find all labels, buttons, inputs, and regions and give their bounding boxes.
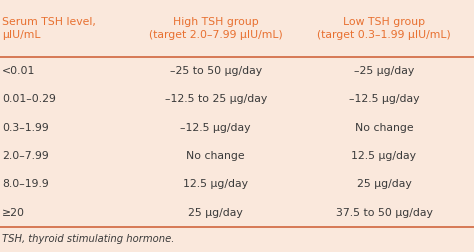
Text: –12.5 to 25 μg/day: –12.5 to 25 μg/day	[164, 94, 267, 104]
Text: 37.5 to 50 μg/day: 37.5 to 50 μg/day	[336, 208, 432, 218]
Text: –25 μg/day: –25 μg/day	[354, 66, 414, 76]
Text: No change: No change	[186, 151, 245, 161]
Text: 2.0–7.99: 2.0–7.99	[2, 151, 49, 161]
Text: 25 μg/day: 25 μg/day	[356, 179, 411, 189]
Text: ≥20: ≥20	[2, 208, 26, 218]
Text: –25 to 50 μg/day: –25 to 50 μg/day	[170, 66, 262, 76]
Text: 12.5 μg/day: 12.5 μg/day	[183, 179, 248, 189]
Text: –12.5 μg/day: –12.5 μg/day	[349, 94, 419, 104]
Text: High TSH group
(target 2.0–7.99 μIU/mL): High TSH group (target 2.0–7.99 μIU/mL)	[149, 17, 283, 40]
Text: Serum TSH level,
μIU/mL: Serum TSH level, μIU/mL	[2, 17, 96, 40]
Text: 0.3–1.99: 0.3–1.99	[2, 122, 49, 133]
Text: 25 μg/day: 25 μg/day	[188, 208, 243, 218]
Text: –12.5 μg/day: –12.5 μg/day	[181, 122, 251, 133]
Text: 0.01–0.29: 0.01–0.29	[2, 94, 56, 104]
Text: 8.0–19.9: 8.0–19.9	[2, 179, 49, 189]
Text: Low TSH group
(target 0.3–1.99 μIU/mL): Low TSH group (target 0.3–1.99 μIU/mL)	[317, 17, 451, 40]
Text: No change: No change	[355, 122, 413, 133]
Text: <0.01: <0.01	[2, 66, 36, 76]
Text: 12.5 μg/day: 12.5 μg/day	[351, 151, 417, 161]
Text: TSH, thyroid stimulating hormone.: TSH, thyroid stimulating hormone.	[2, 234, 175, 244]
